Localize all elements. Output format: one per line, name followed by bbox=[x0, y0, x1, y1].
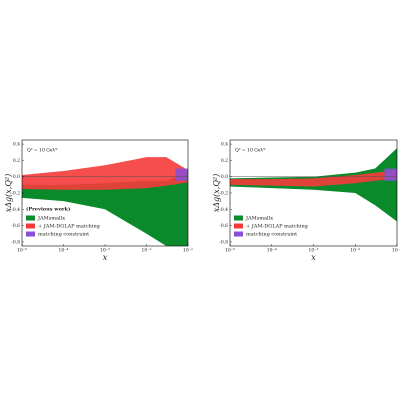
plot-area bbox=[22, 157, 188, 246]
legend-label: + JAM-DGLAP matching bbox=[38, 224, 101, 230]
annotation: Q² = 10 GeV² bbox=[27, 148, 58, 154]
y-tick-label: -0.6 bbox=[11, 223, 20, 229]
y-tick-label: -0.2 bbox=[11, 191, 20, 197]
band bbox=[230, 170, 397, 187]
y-tick-label: 0.0 bbox=[221, 174, 228, 180]
x-axis-label: x bbox=[311, 253, 316, 262]
legend-swatch bbox=[26, 223, 35, 229]
panel: 0.4 0.2 0.0 -0.2 -0.4 -0.6 -0.8 10⁻⁵ 10⁻⁴ 10⁻³ 10⁻… bbox=[212, 139, 400, 262]
y-tick-label: -0.8 bbox=[219, 239, 228, 245]
note: (Previous work) bbox=[26, 206, 70, 213]
y-axis-label: xΔg(x,Q²) bbox=[4, 174, 13, 212]
legend-label: matching constraint bbox=[38, 232, 89, 238]
y-axis-label: xΔg(x,Q²) bbox=[212, 174, 221, 212]
x-tick-label: 10⁻⁴ bbox=[267, 248, 277, 254]
x-tick-label: 10⁻² bbox=[142, 248, 152, 254]
band bbox=[22, 172, 188, 246]
x-tick-label: 10⁻² bbox=[350, 248, 360, 254]
y-tick-label: 0.4 bbox=[221, 142, 228, 148]
annotation: Q² = 10 GeV² bbox=[235, 148, 266, 154]
legend-swatch bbox=[26, 231, 35, 237]
x-tick-label: 10⁻¹ bbox=[183, 248, 193, 254]
y-tick-label: -0.2 bbox=[219, 191, 228, 197]
legend-label: + JAM-DGLAP matching bbox=[246, 224, 309, 230]
legend-label: JAMsmallx bbox=[37, 216, 65, 222]
legend-swatch bbox=[234, 231, 243, 237]
y-tick-label: -0.4 bbox=[219, 207, 228, 213]
x-tick-label: 10⁻⁵ bbox=[17, 248, 27, 254]
y-tick-label: 0.2 bbox=[13, 158, 20, 164]
y-tick-label: 0.4 bbox=[13, 142, 20, 148]
x-axis-label: x bbox=[103, 253, 108, 262]
panel: 0.4 0.2 0.0 -0.2 -0.4 -0.6 -0.8 10⁻⁵ 10⁻⁴ 10⁻³ 10⁻… bbox=[4, 139, 193, 262]
x-tick-label: 10⁻³ bbox=[309, 248, 319, 254]
y-tick-label: -0.8 bbox=[11, 239, 20, 245]
y-tick-label: -0.6 bbox=[219, 223, 228, 229]
x-tick-label: 10⁻³ bbox=[100, 248, 110, 254]
legend-label: matching constraint bbox=[246, 232, 297, 238]
legend-swatch bbox=[234, 215, 243, 221]
plot-area bbox=[230, 148, 397, 222]
y-tick-label: -0.4 bbox=[11, 207, 20, 213]
constraint-box bbox=[175, 168, 188, 181]
x-tick-label: 10⁻⁴ bbox=[59, 248, 69, 254]
legend-swatch bbox=[26, 215, 35, 221]
legend-swatch bbox=[234, 223, 243, 229]
x-tick-label: 10⁻⁵ bbox=[225, 248, 235, 254]
legend-label: JAMsmallx bbox=[245, 216, 273, 222]
constraint-box bbox=[384, 168, 397, 181]
band bbox=[22, 157, 188, 190]
x-tick-label: 10⁻¹ bbox=[392, 248, 400, 254]
y-tick-label: 0.2 bbox=[221, 158, 228, 164]
y-tick-label: 0.0 bbox=[13, 174, 20, 180]
